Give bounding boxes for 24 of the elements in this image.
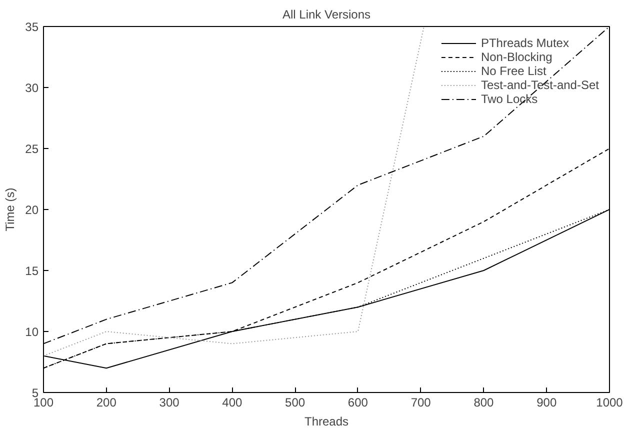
- x-tick-label: 400: [222, 396, 243, 410]
- x-tick-label: 700: [410, 396, 432, 410]
- legend-label: Test-and-Test-and-Set: [480, 78, 599, 92]
- x-tick-label: 900: [536, 396, 557, 410]
- x-axis-title: Threads: [304, 414, 349, 428]
- y-tick-label: 25: [25, 142, 39, 156]
- x-tick-label: 100: [33, 396, 54, 410]
- x-tick-label: 800: [474, 396, 494, 410]
- y-tick-label: 35: [25, 20, 39, 34]
- y-tick-label: 10: [25, 325, 39, 339]
- y-tick-label: 30: [25, 81, 39, 95]
- x-tick-label: 600: [348, 396, 368, 410]
- legend-label: PThreads Mutex: [480, 36, 569, 50]
- chart-title: All Link Versions: [282, 8, 371, 22]
- legend-label: No Free List: [480, 64, 546, 78]
- x-tick-label: 1000: [596, 396, 624, 410]
- x-tick-label: 200: [96, 396, 117, 410]
- y-axis-title: Time (s): [3, 188, 18, 232]
- y-tick-label: 20: [25, 203, 39, 217]
- legend-label: Non-Blocking: [480, 50, 552, 64]
- x-tick-label: 300: [159, 396, 180, 410]
- x-tick-label: 500: [285, 396, 306, 410]
- y-tick-label: 15: [25, 264, 39, 278]
- legend-label: Two Locks: [480, 92, 538, 106]
